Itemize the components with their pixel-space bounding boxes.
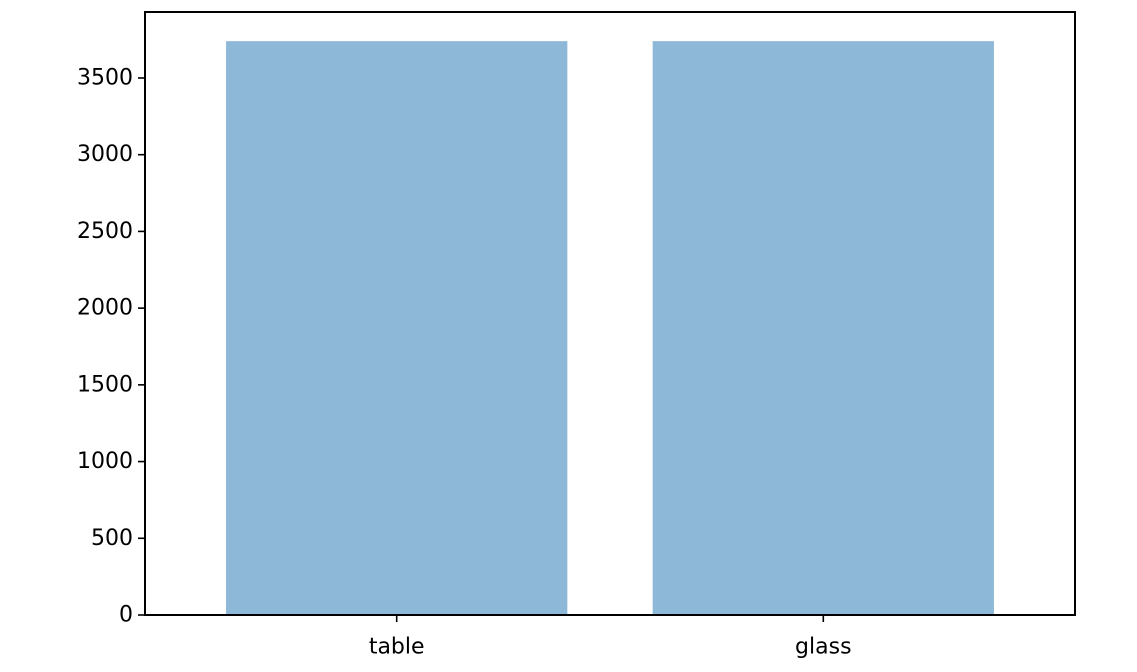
axes-layer — [144, 11, 1076, 616]
x-tick-label-table: table — [369, 635, 425, 660]
y-tick-label: 0 — [119, 603, 133, 628]
y-tick-label: 3000 — [77, 142, 133, 167]
x-tick-label-glass: glass — [795, 635, 851, 660]
y-tick-label: 500 — [91, 526, 133, 551]
y-tick-label: 3500 — [77, 65, 133, 90]
y-tick-label: 1500 — [77, 372, 133, 397]
bars-layer — [226, 41, 994, 616]
axes-frame — [144, 11, 1076, 616]
y-tick-label: 1000 — [77, 449, 133, 474]
y-tick-label: 2000 — [77, 296, 133, 321]
x-axis-ticks: table glass — [369, 615, 852, 660]
y-tick-label: 2500 — [77, 219, 133, 244]
y-axis-ticks: 0 500 1000 1500 2000 2500 3000 3500 — [77, 65, 145, 628]
bar-glass — [652, 41, 994, 616]
bar-table — [226, 41, 568, 616]
